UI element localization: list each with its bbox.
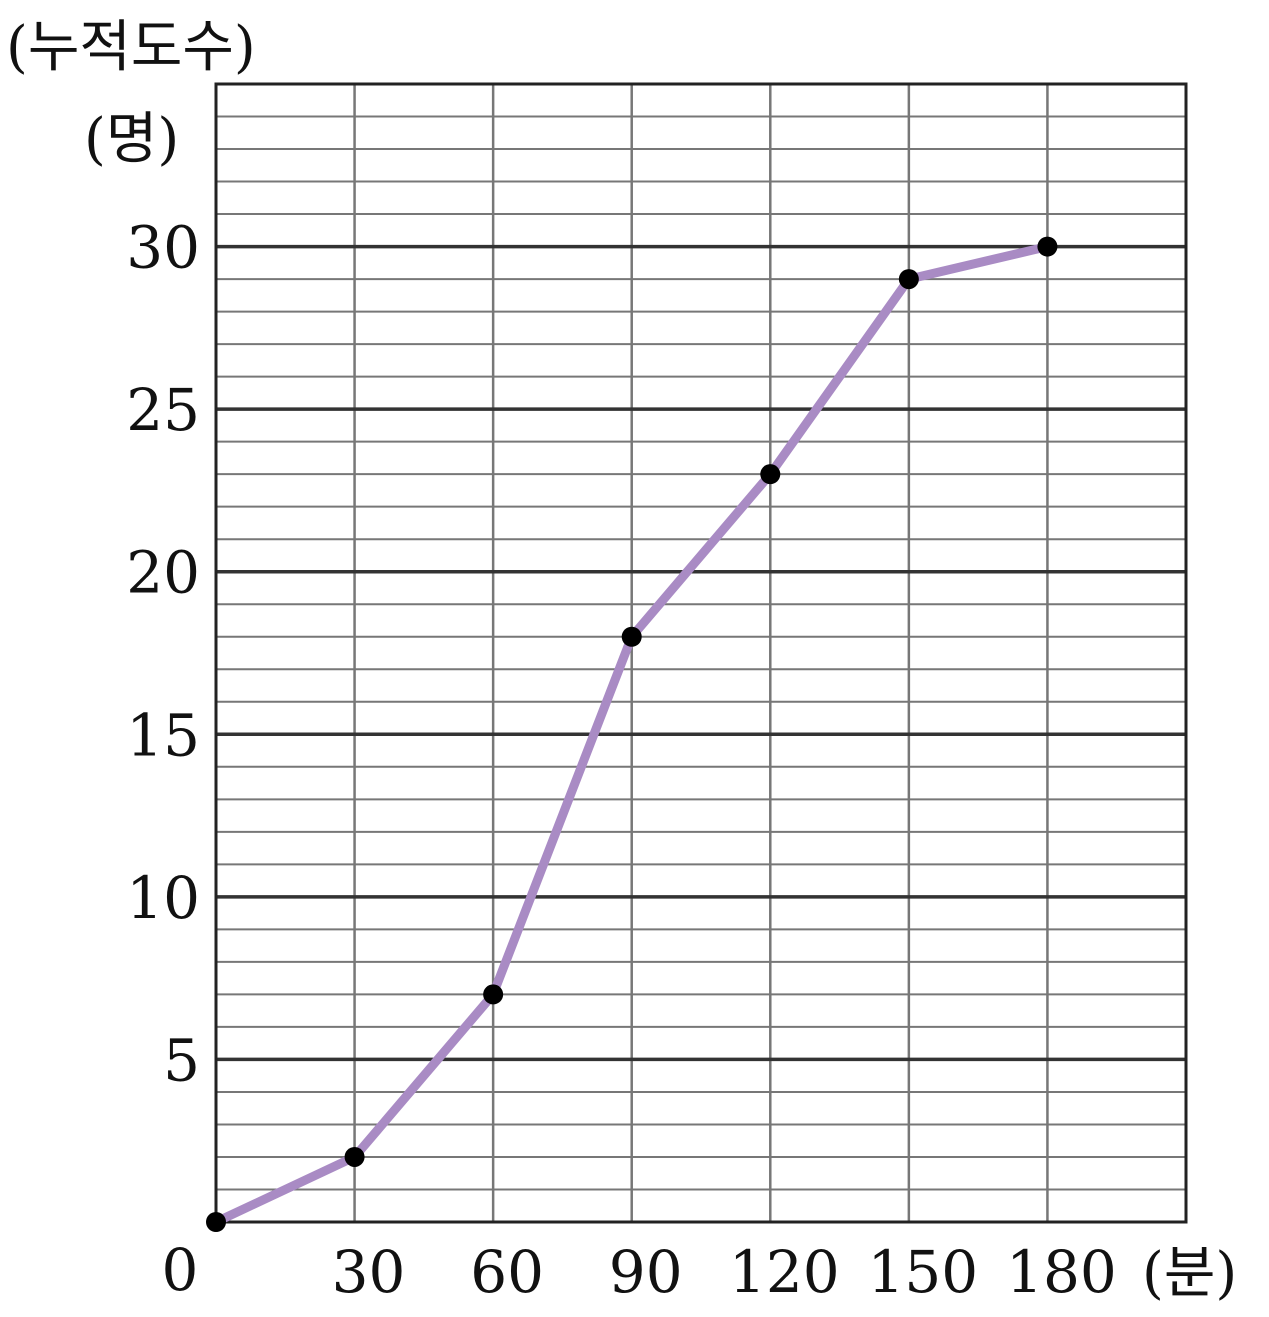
y-tick-label: 5 bbox=[163, 1026, 200, 1094]
data-point bbox=[621, 626, 642, 647]
y-tick-label: 20 bbox=[126, 539, 200, 607]
x-tick-label: 90 bbox=[609, 1238, 683, 1306]
x-tick-labels: 30 60 90 120 150 180 bbox=[332, 1238, 1117, 1306]
y-tick-label: 30 bbox=[126, 214, 200, 282]
y-tick-label: 15 bbox=[126, 701, 200, 769]
x-tick-label: 120 bbox=[729, 1238, 840, 1306]
y-axis-label-line2: (명) bbox=[84, 107, 179, 172]
data-point bbox=[760, 464, 781, 485]
y-tick-label: 25 bbox=[126, 376, 200, 444]
y-tick-labels: 5 10 15 20 25 30 bbox=[126, 214, 200, 1095]
plot-frame bbox=[214, 82, 1188, 1224]
grid-minor-lines bbox=[216, 84, 1186, 1222]
data-point bbox=[206, 1212, 226, 1232]
x-tick-label: 180 bbox=[1006, 1238, 1117, 1306]
data-point bbox=[344, 1146, 365, 1167]
data-point bbox=[483, 984, 504, 1005]
data-point bbox=[898, 269, 919, 290]
data-points bbox=[206, 236, 1058, 1232]
y-axis-label-line1: (누적도수) bbox=[6, 15, 256, 80]
origin-label: 0 bbox=[162, 1236, 199, 1304]
grid-major-lines bbox=[216, 244, 1186, 1062]
x-tick-label: 30 bbox=[332, 1238, 406, 1306]
x-axis-label: (분) bbox=[1142, 1241, 1237, 1306]
x-tick-label: 60 bbox=[470, 1238, 544, 1306]
data-point bbox=[1037, 236, 1058, 257]
x-tick-label: 150 bbox=[867, 1238, 978, 1306]
y-tick-label: 10 bbox=[126, 864, 200, 932]
